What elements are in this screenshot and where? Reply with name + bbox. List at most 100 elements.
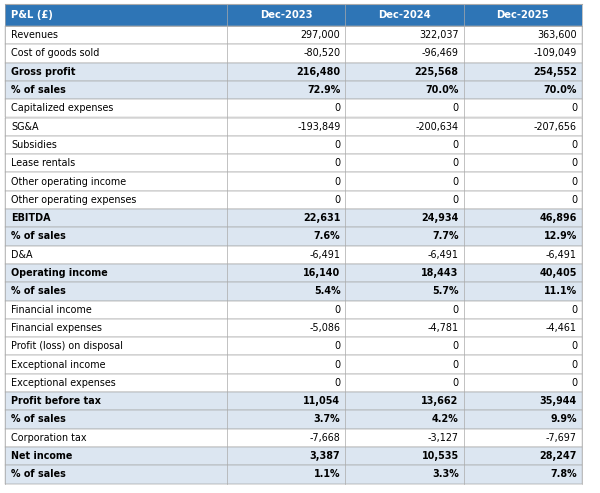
Text: 70.0%: 70.0% — [425, 85, 459, 95]
Text: Cost of goods sold: Cost of goods sold — [11, 48, 100, 59]
Text: 10,535: 10,535 — [422, 451, 459, 461]
Text: -109,049: -109,049 — [533, 48, 577, 59]
Bar — [5, 374, 582, 392]
Text: 11.1%: 11.1% — [544, 286, 577, 296]
Text: 5.4%: 5.4% — [314, 286, 340, 296]
Text: -200,634: -200,634 — [416, 122, 459, 132]
Text: 0: 0 — [334, 359, 340, 370]
Text: 22,631: 22,631 — [303, 213, 340, 223]
Bar — [5, 44, 582, 63]
Text: 0: 0 — [452, 359, 459, 370]
Text: 3.7%: 3.7% — [314, 415, 340, 424]
Text: 254,552: 254,552 — [533, 67, 577, 77]
Text: Revenues: Revenues — [11, 30, 58, 40]
Text: -7,697: -7,697 — [546, 433, 577, 443]
Text: -6,491: -6,491 — [428, 250, 459, 260]
Text: Lease rentals: Lease rentals — [11, 158, 75, 168]
Bar — [5, 447, 582, 465]
Text: 0: 0 — [334, 195, 340, 205]
Text: 0: 0 — [571, 378, 577, 388]
Text: 0: 0 — [452, 195, 459, 205]
Text: 0: 0 — [334, 158, 340, 168]
Bar — [5, 209, 582, 227]
Text: 11,054: 11,054 — [304, 396, 340, 406]
Text: 0: 0 — [452, 140, 459, 150]
Text: 7.8%: 7.8% — [550, 469, 577, 479]
Bar — [5, 63, 582, 81]
Text: % of sales: % of sales — [11, 85, 66, 95]
Text: 0: 0 — [571, 305, 577, 315]
Text: 0: 0 — [571, 341, 577, 351]
Text: 0: 0 — [571, 176, 577, 186]
Text: -5,086: -5,086 — [310, 323, 340, 333]
Text: 0: 0 — [452, 176, 459, 186]
Text: 0: 0 — [334, 305, 340, 315]
Text: 0: 0 — [452, 104, 459, 113]
Text: -193,849: -193,849 — [297, 122, 340, 132]
Text: 0: 0 — [334, 378, 340, 388]
Text: 0: 0 — [334, 176, 340, 186]
Bar — [5, 191, 582, 209]
Bar — [5, 465, 582, 484]
Bar — [5, 81, 582, 99]
Bar — [5, 410, 582, 428]
Text: 5.7%: 5.7% — [432, 286, 459, 296]
Text: 3,387: 3,387 — [310, 451, 340, 461]
Bar — [5, 227, 582, 246]
Text: 16,140: 16,140 — [303, 268, 340, 278]
Text: Gross profit: Gross profit — [11, 67, 76, 77]
Text: 3.3%: 3.3% — [432, 469, 459, 479]
Text: 4.2%: 4.2% — [432, 415, 459, 424]
Text: 0: 0 — [334, 341, 340, 351]
Text: 297,000: 297,000 — [301, 30, 340, 40]
Bar — [5, 264, 582, 282]
Text: -80,520: -80,520 — [304, 48, 340, 59]
Text: 7.7%: 7.7% — [432, 231, 459, 242]
Text: Dec-2024: Dec-2024 — [378, 10, 431, 20]
Text: EBITDA: EBITDA — [11, 213, 50, 223]
Text: -4,461: -4,461 — [546, 323, 577, 333]
Bar — [5, 26, 582, 44]
Text: 363,600: 363,600 — [538, 30, 577, 40]
Bar — [5, 301, 582, 319]
Text: 18,443: 18,443 — [421, 268, 459, 278]
Text: Financial income: Financial income — [11, 305, 92, 315]
Text: 40,405: 40,405 — [539, 268, 577, 278]
Text: Exceptional expenses: Exceptional expenses — [11, 378, 116, 388]
Text: 0: 0 — [334, 104, 340, 113]
Bar — [5, 319, 582, 337]
Text: 0: 0 — [571, 359, 577, 370]
Text: D&A: D&A — [11, 250, 32, 260]
Text: 9.9%: 9.9% — [551, 415, 577, 424]
Bar — [5, 4, 582, 26]
Text: 46,896: 46,896 — [539, 213, 577, 223]
Text: 0: 0 — [571, 104, 577, 113]
Bar — [5, 282, 582, 301]
Text: % of sales: % of sales — [11, 231, 66, 242]
Text: 13,662: 13,662 — [421, 396, 459, 406]
Text: Other operating expenses: Other operating expenses — [11, 195, 136, 205]
Bar — [5, 173, 582, 191]
Text: 7.6%: 7.6% — [314, 231, 340, 242]
Text: SG&A: SG&A — [11, 122, 38, 132]
Text: -96,469: -96,469 — [422, 48, 459, 59]
Text: % of sales: % of sales — [11, 415, 66, 424]
Text: 1.1%: 1.1% — [314, 469, 340, 479]
Text: 0: 0 — [571, 158, 577, 168]
Text: Profit (loss) on disposal: Profit (loss) on disposal — [11, 341, 123, 351]
Text: 0: 0 — [452, 305, 459, 315]
Text: 225,568: 225,568 — [415, 67, 459, 77]
Text: Dec-2023: Dec-2023 — [260, 10, 313, 20]
Bar — [5, 246, 582, 264]
Text: Subsidies: Subsidies — [11, 140, 57, 150]
Bar — [5, 392, 582, 410]
Bar — [5, 99, 582, 117]
Text: 322,037: 322,037 — [419, 30, 459, 40]
Text: -4,781: -4,781 — [428, 323, 459, 333]
Text: % of sales: % of sales — [11, 286, 66, 296]
Text: 28,247: 28,247 — [539, 451, 577, 461]
Text: 0: 0 — [571, 140, 577, 150]
Text: Financial expenses: Financial expenses — [11, 323, 102, 333]
Text: Dec-2025: Dec-2025 — [497, 10, 549, 20]
Text: 12.9%: 12.9% — [544, 231, 577, 242]
